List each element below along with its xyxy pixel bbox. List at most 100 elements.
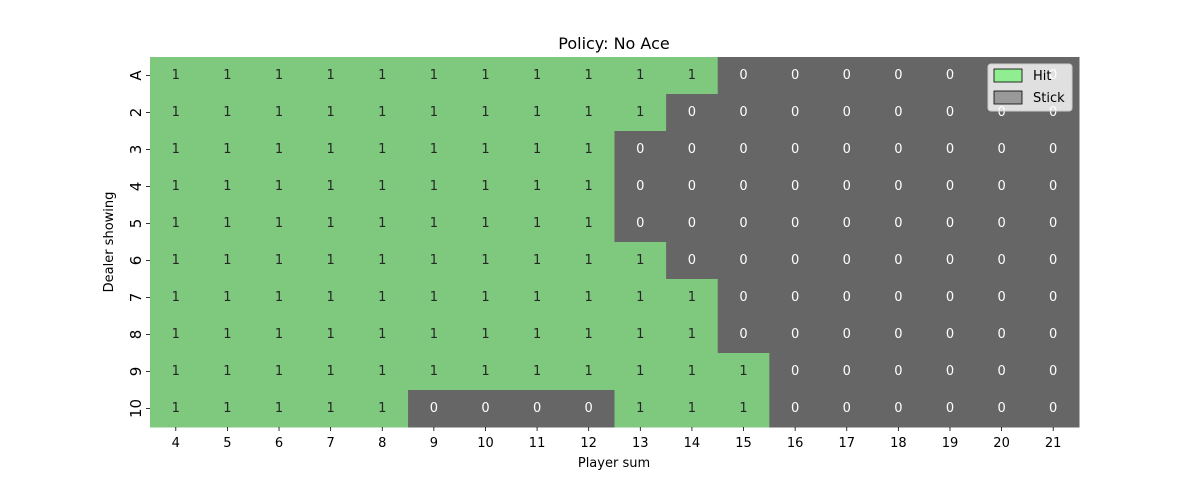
heatmap-cell-label: 1 — [481, 179, 489, 194]
heatmap-cell — [924, 168, 977, 206]
heatmap-cell — [304, 353, 357, 391]
heatmap-cell-label: 1 — [585, 105, 593, 120]
heatmap-cell-label: 1 — [533, 216, 541, 231]
heatmap-cell — [304, 57, 357, 95]
x-tick-label: 20 — [993, 436, 1010, 451]
x-tick-label: 16 — [787, 436, 804, 451]
heatmap-cell — [614, 242, 667, 280]
heatmap-cell — [614, 94, 667, 132]
heatmap-cell — [666, 205, 719, 243]
heatmap-cell-label: 0 — [688, 253, 696, 268]
heatmap-cell — [666, 279, 719, 317]
heatmap-cell-label: 1 — [378, 68, 386, 83]
heatmap-cell-label: 1 — [223, 290, 231, 305]
heatmap-cell — [614, 168, 667, 206]
heatmap-cell — [511, 353, 564, 391]
heatmap-cell-label: 0 — [843, 364, 851, 379]
heatmap-cell — [614, 57, 667, 95]
x-tick-label: 17 — [838, 436, 855, 451]
heatmap-cell — [820, 57, 874, 95]
heatmap-cell-label: 1 — [223, 401, 231, 416]
heatmap-cell-label: 0 — [739, 253, 747, 268]
heatmap-cell-label: 0 — [997, 290, 1005, 305]
y-tick-label: A — [127, 70, 145, 81]
heatmap-cell-label: 0 — [791, 290, 799, 305]
heatmap-cell-label: 1 — [275, 216, 283, 231]
heatmap-cell-label: 1 — [533, 142, 541, 157]
x-tick-label: 10 — [477, 436, 494, 451]
heatmap-cell-label: 1 — [636, 401, 644, 416]
heatmap-cell — [459, 168, 512, 206]
heatmap-cell-label: 1 — [585, 179, 593, 194]
heatmap-cell — [820, 131, 874, 169]
heatmap-cell — [717, 279, 770, 317]
heatmap-cell — [150, 94, 203, 132]
heatmap-cell-label: 1 — [172, 68, 180, 83]
heatmap-cell-label: 1 — [172, 253, 180, 268]
heatmap-cell — [562, 279, 615, 317]
x-tick-label: 18 — [890, 436, 907, 451]
heatmap-cell-label: 1 — [223, 216, 231, 231]
heatmap-cell-label: 1 — [326, 142, 334, 157]
heatmap-cell-label: 1 — [481, 68, 489, 83]
heatmap-cell — [459, 205, 512, 243]
heatmap-cell-label: 1 — [378, 105, 386, 120]
heatmap-cell — [614, 316, 667, 354]
heatmap-cell-label: 0 — [739, 327, 747, 342]
heatmap-cell-label: 1 — [275, 364, 283, 379]
heatmap-cell — [304, 94, 357, 132]
heatmap-cell-label: 1 — [430, 216, 438, 231]
heatmap-cell-label: 1 — [223, 364, 231, 379]
heatmap-cell-label: 1 — [481, 216, 489, 231]
heatmap-cell — [975, 279, 1028, 317]
heatmap-cell-label: 1 — [739, 401, 747, 416]
heatmap-cell — [356, 168, 409, 206]
heatmap-cell — [253, 279, 306, 317]
heatmap-cell-label: 1 — [275, 290, 283, 305]
heatmap-cell — [820, 168, 874, 206]
heatmap-cell — [562, 94, 615, 132]
heatmap-cell-label: 0 — [636, 179, 644, 194]
heatmap-cell-label: 0 — [1049, 290, 1057, 305]
heatmap-cell — [253, 316, 306, 354]
heatmap-cell — [820, 353, 874, 391]
x-tick-label: 13 — [632, 436, 649, 451]
heatmap-cell — [975, 353, 1028, 391]
heatmap-cell-label: 1 — [378, 401, 386, 416]
heatmap-cell-label: 0 — [1049, 401, 1057, 416]
heatmap-cell — [975, 390, 1028, 428]
heatmap-cell-label: 0 — [1049, 253, 1057, 268]
heatmap-cell — [408, 242, 461, 280]
heatmap-cell — [769, 94, 822, 132]
heatmap-cell-label: 0 — [997, 253, 1005, 268]
heatmap-cell — [201, 353, 254, 391]
heatmap-cell-label: 1 — [688, 327, 696, 342]
heatmap-cell — [253, 390, 306, 428]
heatmap-cell — [717, 131, 770, 169]
heatmap-cell — [253, 57, 306, 95]
heatmap-cell-label: 0 — [791, 364, 799, 379]
heatmap-cell-label: 0 — [1049, 105, 1057, 120]
y-tick-label: 8 — [127, 330, 145, 340]
heatmap-cell-label: 0 — [997, 364, 1005, 379]
heatmap-cell-label: 1 — [275, 401, 283, 416]
heatmap-cell — [511, 316, 564, 354]
heatmap-cell-label: 1 — [430, 290, 438, 305]
heatmap-cell-label: 0 — [843, 290, 851, 305]
heatmap-cell — [201, 57, 254, 95]
x-tick-label: 11 — [529, 436, 546, 451]
x-tick-label: 14 — [684, 436, 701, 451]
heatmap-cell — [459, 316, 512, 354]
legend-label-hit: Hit — [1033, 69, 1051, 84]
heatmap-cell-label: 0 — [843, 327, 851, 342]
heatmap-cell-label: 0 — [946, 216, 954, 231]
heatmap-cell — [975, 205, 1028, 243]
heatmap-cell-label: 1 — [326, 327, 334, 342]
heatmap-cell-label: 1 — [275, 68, 283, 83]
heatmap-cell — [562, 205, 615, 243]
heatmap-cell — [666, 242, 719, 280]
heatmap-cell-label: 1 — [481, 290, 489, 305]
heatmap-cell-label: 1 — [378, 179, 386, 194]
heatmap-cell — [356, 131, 409, 169]
heatmap-cell — [408, 168, 461, 206]
